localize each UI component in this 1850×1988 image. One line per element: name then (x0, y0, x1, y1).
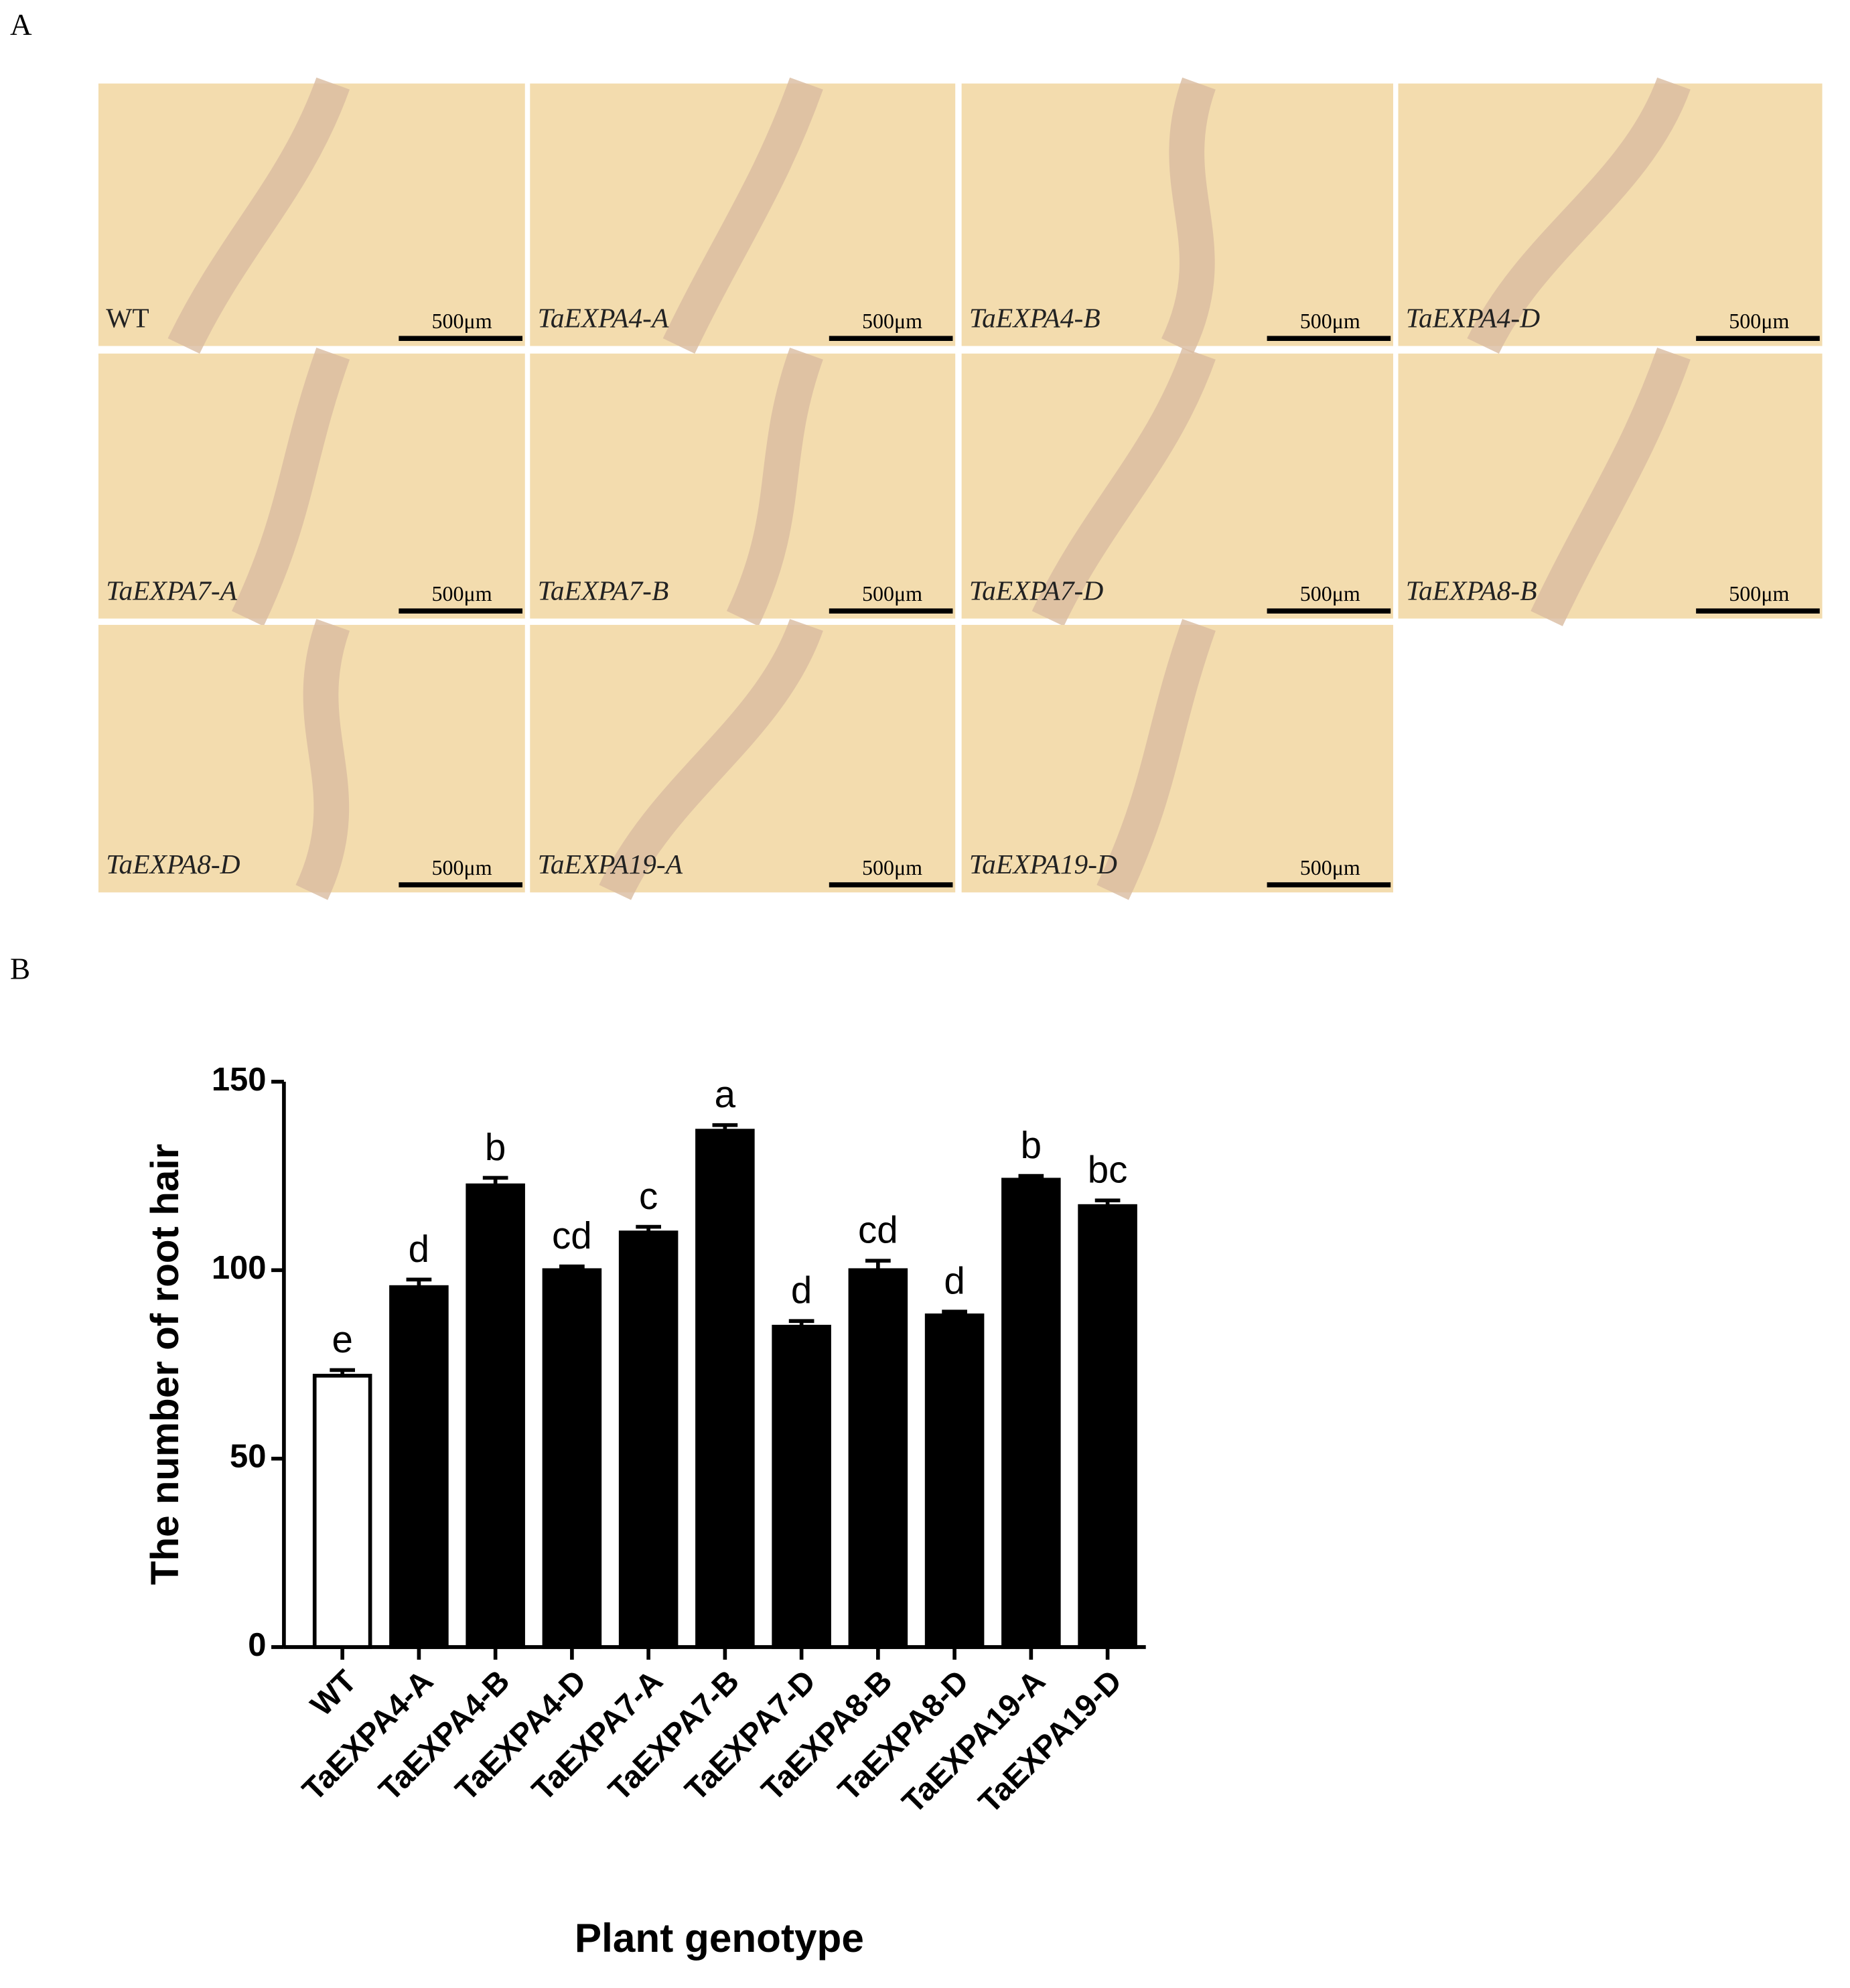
image-label: TaEXPA4-A (538, 302, 669, 333)
image-label: TaEXPA8-D (106, 849, 240, 879)
significance-letter: c (639, 1175, 658, 1217)
image-label: TaEXPA4-D (1406, 302, 1540, 333)
root (1031, 347, 1216, 626)
scale-bar-label: 500μm (432, 855, 492, 879)
micrograph (1398, 83, 1823, 346)
bar (466, 1183, 525, 1649)
significance-letter: b (485, 1126, 506, 1168)
image-label: TaEXPA19-D (969, 849, 1117, 879)
significance-letter: b (1021, 1124, 1042, 1166)
scale-bar-label: 500μm (1300, 855, 1360, 879)
bar (772, 1324, 831, 1649)
root (167, 77, 350, 354)
bar (848, 1268, 908, 1649)
image-label: TaEXPA7-D (969, 575, 1103, 606)
scale-bar-label: 500μm (862, 309, 922, 333)
y-axis-label: The number of root hair (143, 1144, 187, 1585)
bar (389, 1285, 449, 1649)
panel-label: A (10, 8, 32, 42)
x-axis-label: Plant genotype (575, 1915, 864, 1961)
x-tick-label: WT (303, 1662, 363, 1722)
significance-letter: d (791, 1269, 812, 1311)
scale-bar-label: 500μm (1300, 309, 1360, 333)
root (599, 618, 823, 900)
image-label: TaEXPA19-A (538, 849, 683, 879)
root (232, 347, 350, 626)
bar (542, 1268, 602, 1649)
significance-letter: cd (858, 1209, 898, 1251)
y-tick-label: 0 (248, 1627, 266, 1663)
significance-letter: d (409, 1228, 429, 1270)
bar (1078, 1204, 1137, 1649)
image-label: WT (106, 302, 149, 333)
panel-label: B (10, 952, 30, 985)
scale-bar-label: 500μm (862, 855, 922, 879)
scale-bar-label: 500μm (432, 309, 492, 333)
bar (1001, 1178, 1061, 1649)
bar (695, 1129, 755, 1649)
y-tick-label: 100 (212, 1250, 267, 1286)
significance-letter: d (944, 1260, 965, 1302)
root (1161, 77, 1216, 354)
significance-letter: bc (1088, 1149, 1128, 1191)
y-tick-label: 50 (230, 1439, 266, 1475)
significance-letter: a (715, 1073, 736, 1115)
root (726, 347, 823, 626)
y-tick-label: 150 (212, 1062, 267, 1098)
significance-letter: e (332, 1318, 352, 1360)
image-label: TaEXPA4-B (969, 302, 1100, 333)
scale-bar-label: 500μm (1729, 309, 1789, 333)
scale-bar-label: 500μm (1729, 581, 1789, 606)
bar (312, 1374, 372, 1649)
image-label: TaEXPA7-A (106, 575, 237, 606)
root (295, 619, 350, 900)
scale-bar-label: 500μm (432, 581, 492, 606)
significance-letter: cd (552, 1214, 592, 1257)
bar (924, 1313, 985, 1649)
bar (618, 1230, 679, 1649)
micrograph (530, 624, 956, 893)
image-label: TaEXPA7-B (538, 575, 669, 606)
root (662, 77, 823, 354)
root (1467, 77, 1691, 354)
root (1096, 619, 1216, 900)
scale-bar-label: 500μm (862, 581, 922, 606)
root (1531, 347, 1691, 626)
image-label: TaEXPA8-B (1406, 575, 1537, 606)
scale-bar-label: 500μm (1300, 581, 1360, 606)
